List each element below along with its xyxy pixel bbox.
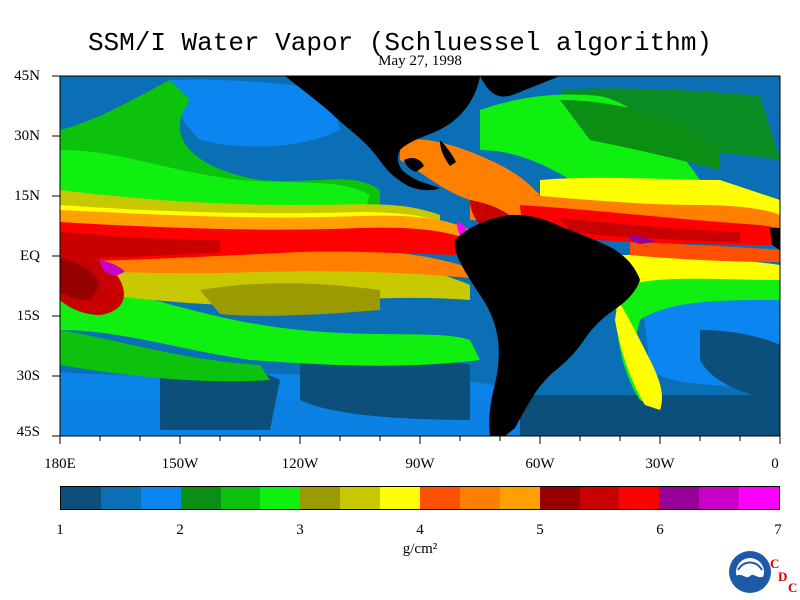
north-atlantic-landmass-corner — [480, 76, 560, 97]
colorbar-swatch — [340, 487, 381, 509]
itcz-darkred-pacific — [60, 232, 220, 258]
lat-label-45s: 45S — [16, 424, 40, 440]
lat-label-eq: EQ — [20, 248, 40, 264]
colorbar-swatch — [61, 487, 101, 509]
high-vapor-magenta-atlantic — [629, 235, 655, 244]
itcz-darkred-atlantic — [560, 218, 740, 242]
lat-label-30n: 30N — [14, 128, 40, 144]
lat-label-15n: 15N — [14, 188, 40, 204]
moist-belt-north-light — [60, 150, 370, 210]
moist-belt-atlantic-dark — [560, 100, 720, 170]
colorbar-swatch — [180, 487, 221, 509]
mid-band-atlantic-south — [620, 255, 780, 285]
colorbar-label-7: 7 — [774, 522, 782, 538]
chart-title: SSM/I Water Vapor (Schluessel algorithm) — [87, 28, 713, 58]
colorbar-label-6: 6 — [656, 522, 664, 538]
caribbean-orange — [400, 139, 540, 200]
colorbar-label-2: 2 — [176, 522, 184, 538]
colorbar-swatch — [579, 487, 620, 509]
axis-ticks — [52, 75, 781, 444]
lon-label-180e: 180E — [44, 456, 76, 472]
colorbar-label-3: 3 — [296, 522, 304, 538]
colorbar-swatch — [699, 487, 740, 509]
lon-label-90w: 90W — [405, 456, 435, 472]
colorbar-swatch — [380, 487, 421, 509]
colorbar-swatch — [539, 487, 580, 509]
high-vapor-magenta-pacific — [100, 260, 125, 276]
dry-core-south-pacific — [300, 354, 470, 420]
mid-band-south-olive — [200, 283, 380, 316]
lon-label-150w: 150W — [161, 456, 199, 472]
colorbar-label-5: 5 — [536, 522, 544, 538]
colorbar-swatch — [499, 487, 540, 509]
south-america-landmass — [454, 214, 640, 436]
west-pacific-warm-pool-core — [60, 258, 100, 300]
moist-belt-south — [60, 280, 480, 366]
colorbar-label-1: 1 — [56, 522, 64, 538]
itcz-orange-south-atlantic — [630, 242, 780, 262]
cdc-letter-d: D — [778, 569, 788, 584]
lat-label-15s: 15S — [16, 308, 40, 324]
moist-belt-south-dark — [60, 330, 270, 382]
colorbar-swatch — [140, 487, 181, 509]
lat-label-45n: 45N — [14, 68, 40, 84]
colorbar-swatch — [220, 487, 261, 509]
dry-core-south-atlantic — [700, 330, 780, 400]
colorbar-swatch — [619, 487, 660, 509]
chart-date: May 27, 1998 — [378, 53, 462, 69]
colorbar-units: g/cm² — [402, 541, 438, 557]
lon-label-120w: 120W — [281, 456, 319, 472]
dry-core-southwest-pacific — [160, 365, 280, 430]
noaa-logo-icon — [729, 551, 771, 593]
cdc-letter-c2: C — [788, 580, 798, 595]
cdc-letter-c1: C — [770, 556, 780, 571]
florida-peninsula — [440, 140, 456, 166]
colorbar-swatch — [659, 487, 700, 509]
moist-belt-south-atlantic — [616, 260, 780, 410]
dry-region-north-pacific — [170, 79, 340, 147]
colorbar-swatch — [100, 487, 141, 509]
colorbar-swatch — [459, 487, 500, 509]
north-america-landmass — [285, 76, 480, 191]
lon-label-30w: 30W — [645, 456, 675, 472]
yucatan-peninsula — [404, 158, 424, 172]
colorbar-swatch — [300, 487, 341, 509]
colorbar-label-4: 4 — [416, 522, 424, 538]
lon-label-0: 0 — [771, 456, 779, 472]
lat-label-30s: 30S — [16, 368, 40, 384]
colorbar-swatch — [420, 487, 460, 509]
colorbar-swatch — [260, 487, 301, 509]
itcz-orange-south — [60, 250, 470, 278]
lon-label-60w: 60W — [525, 456, 555, 472]
africa-landmass-edge — [770, 228, 780, 250]
colorbar — [60, 486, 780, 510]
mid-band-brazil-coast — [615, 300, 662, 410]
colorbar-swatch — [739, 487, 780, 509]
